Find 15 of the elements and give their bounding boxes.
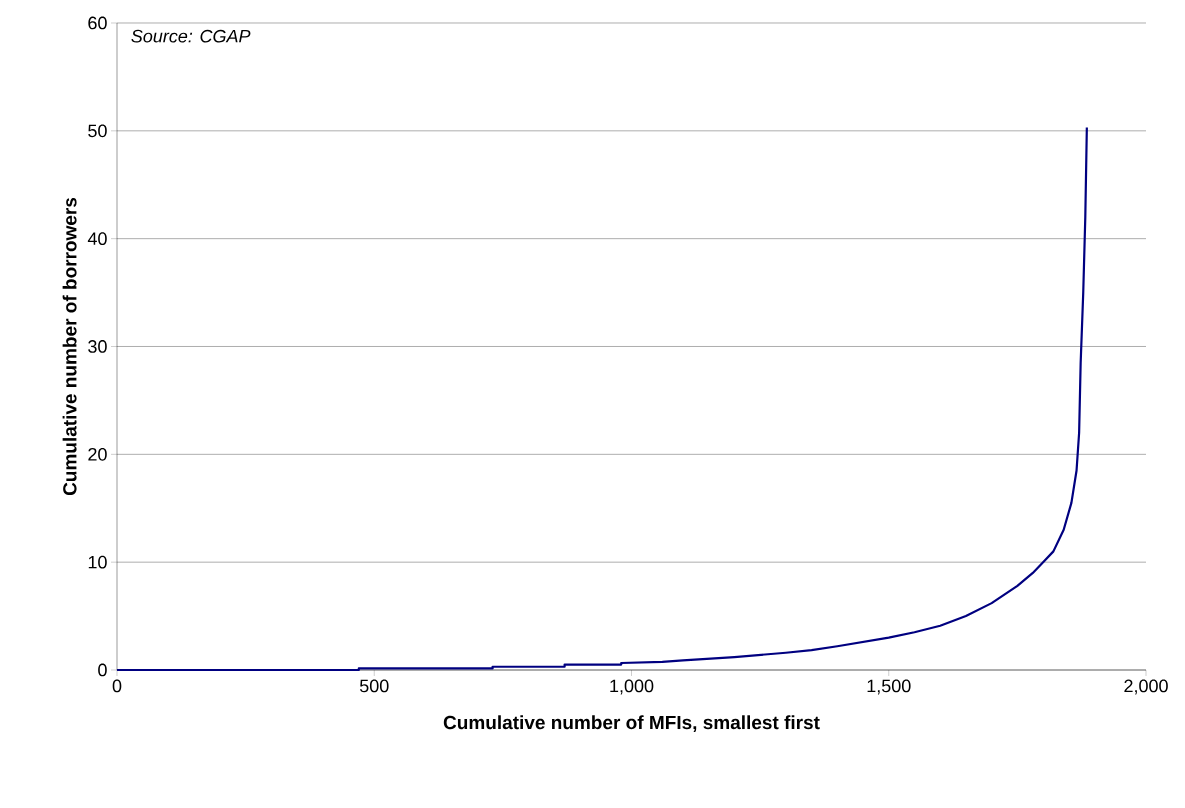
x-tick-label: 500: [359, 679, 389, 693]
y-tick-label: 20: [88, 447, 107, 461]
annotation: Source: CGAP: [131, 29, 251, 43]
y-axis-title: Cumulative number of borrowers: [62, 197, 77, 496]
x-tick-label: 0: [112, 679, 122, 693]
y-tick-label: 30: [88, 340, 107, 353]
y-tick-label: 10: [88, 555, 107, 569]
x-axis-title: Cumulative number of MFIs, smallest first: [443, 715, 820, 732]
y-tick-label: 50: [88, 124, 107, 138]
y-tick-label: 0: [98, 663, 107, 677]
x-tick-label: 1,000: [610, 679, 654, 695]
y-tick-label: 40: [87, 232, 107, 246]
y-tick-label: 60: [88, 16, 107, 30]
x-tick-label: 1,500: [867, 679, 911, 695]
x-tick-label: 2,000: [1124, 679, 1168, 695]
